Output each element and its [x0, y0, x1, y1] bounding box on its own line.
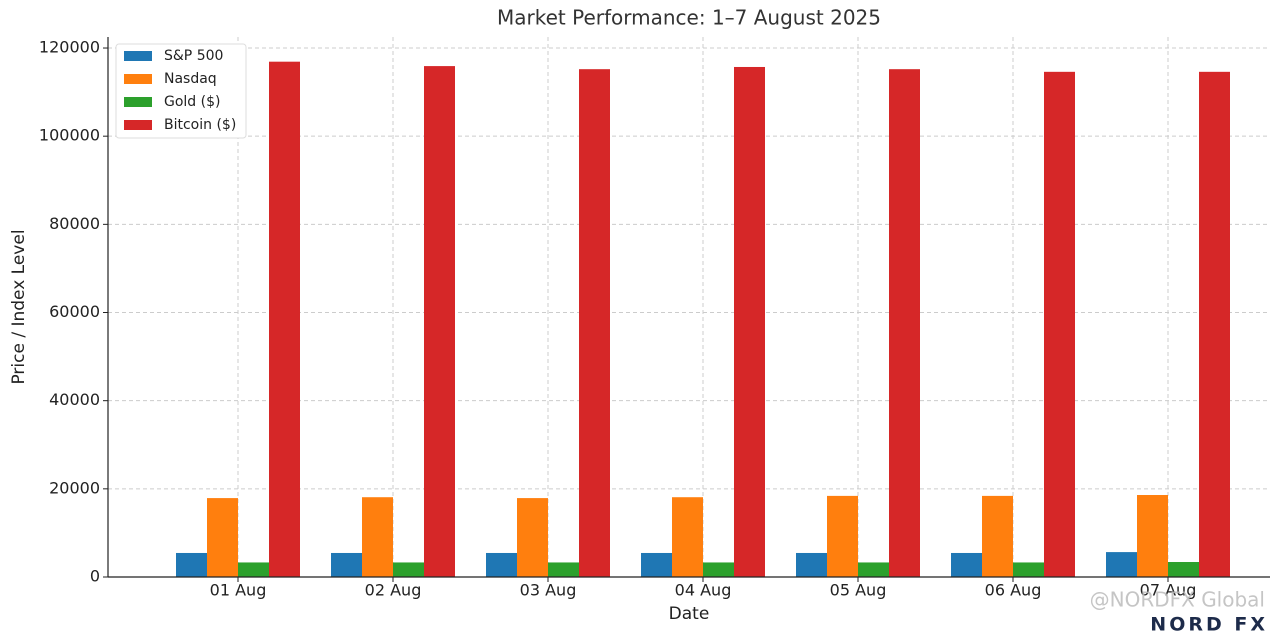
bar	[269, 61, 300, 577]
legend: S&P 500 Nasdaq Gold ($) Bitcoin ($)	[115, 43, 247, 139]
legend-swatch	[124, 97, 152, 107]
watermark: @NORDFX Global	[1090, 588, 1265, 612]
legend-label: S&P 500	[164, 48, 223, 64]
y-tick-label: 20000	[49, 478, 100, 497]
x-tick-label: 05 Aug	[830, 581, 887, 600]
x-tick-label: 04 Aug	[675, 581, 732, 600]
bar	[982, 495, 1013, 577]
bar	[1013, 562, 1044, 577]
bar	[1168, 562, 1199, 577]
y-tick-label: 0	[90, 567, 100, 586]
bar	[331, 552, 362, 577]
bar	[734, 66, 765, 577]
bar	[796, 552, 827, 577]
y-axis-label: Price / Index Level	[9, 229, 29, 384]
plot-area: 0 20000 40000 60000 80000 100000 120000 01 Aug 0…	[39, 37, 1270, 600]
bar	[486, 552, 517, 577]
legend-swatch	[124, 120, 152, 130]
y-tick-label: 40000	[49, 390, 100, 409]
x-tick-label: 02 Aug	[365, 581, 422, 600]
bar	[672, 497, 703, 577]
x-tick-label: 01 Aug	[210, 581, 267, 600]
legend-box	[115, 43, 247, 139]
bar	[858, 562, 889, 577]
bar	[951, 552, 982, 577]
y-tick-label: 60000	[49, 302, 100, 321]
x-tick-label: 03 Aug	[520, 581, 577, 600]
bar	[207, 498, 238, 577]
bar	[827, 495, 858, 577]
bar	[1199, 71, 1230, 577]
chart-title: Market Performance: 1–7 August 2025	[497, 6, 881, 30]
bar	[1106, 552, 1137, 577]
legend-swatch	[124, 51, 152, 61]
legend-label: Bitcoin ($)	[164, 117, 236, 133]
legend-label: Gold ($)	[164, 94, 220, 110]
bar	[517, 498, 548, 577]
bar	[1137, 495, 1168, 577]
logo: NORD FX	[1150, 614, 1268, 636]
y-tick-label: 120000	[39, 38, 100, 57]
x-tick-label: 07 Aug	[1140, 581, 1197, 600]
bar	[1044, 71, 1075, 577]
bar	[579, 69, 610, 577]
bar	[889, 69, 920, 577]
bar	[424, 66, 455, 578]
bar	[362, 497, 393, 577]
bar	[176, 552, 207, 577]
bar	[641, 552, 672, 577]
x-tick-label: 06 Aug	[985, 581, 1042, 600]
bar	[703, 562, 734, 577]
legend-swatch	[124, 74, 152, 84]
bar	[238, 562, 269, 577]
y-tick-label: 80000	[49, 214, 100, 233]
bar	[548, 562, 579, 577]
y-tick-label: 100000	[39, 126, 100, 145]
x-axis-label: Date	[669, 604, 710, 624]
legend-label: Nasdaq	[164, 71, 217, 87]
bar	[393, 562, 424, 577]
